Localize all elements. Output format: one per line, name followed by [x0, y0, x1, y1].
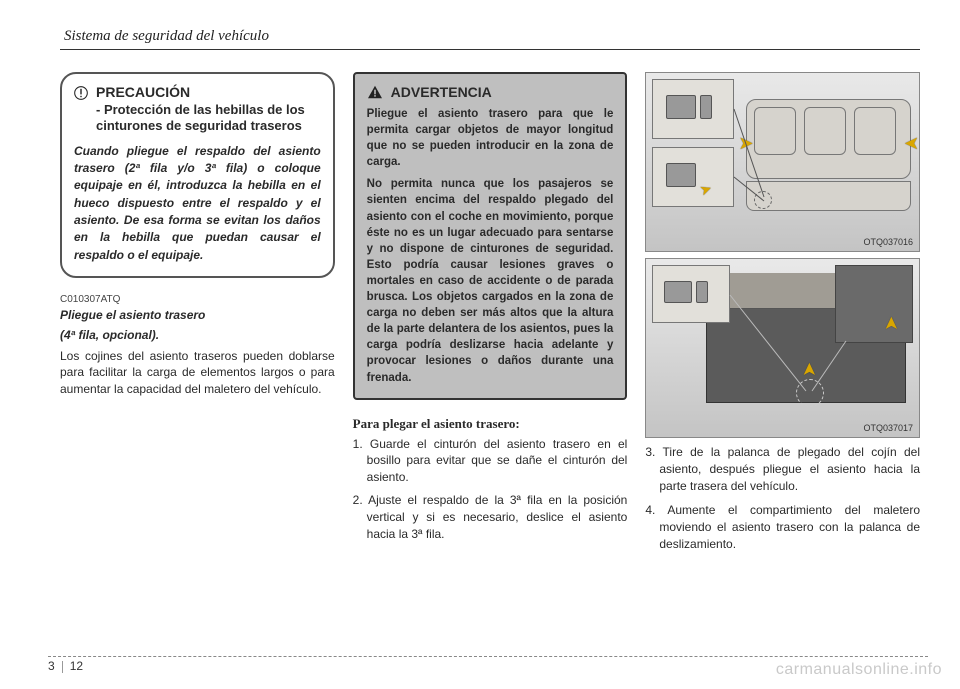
manual-page: Sistema de seguridad del vehículo PRECAU… — [0, 0, 960, 689]
page-number: 12 — [70, 659, 83, 673]
warning-icon — [367, 85, 383, 99]
steps-1-2: 1. Guarde el cinturón del asiento traser… — [353, 436, 628, 543]
steps-3-4: 3. Tire de la palanca de plegado del coj… — [645, 444, 920, 553]
column-3: ➤ ➤ ➤ OTQ037016 ➤ — [645, 72, 920, 561]
step-4: 4. Aumente el compartimiento del maleter… — [645, 502, 920, 552]
caution-icon — [74, 86, 88, 100]
step-1: 1. Guarde el cinturón del asiento traser… — [353, 436, 628, 486]
step-3: 3. Tire de la palanca de plegado del coj… — [645, 444, 920, 494]
header-title: Sistema de seguridad del vehículo — [64, 28, 920, 45]
step-2: 2. Ajuste el respaldo de la 3ª fila en l… — [353, 492, 628, 542]
diagram-1: ➤ ➤ ➤ OTQ037016 — [645, 72, 920, 252]
footer-separator — [62, 661, 63, 673]
caution-title-row: PRECAUCIÓN — [74, 84, 321, 100]
diagram-code: OTQ037017 — [863, 423, 913, 433]
content-columns: PRECAUCIÓN - Protección de las hebillas … — [60, 72, 920, 561]
subheading-2: (4ª fila, opcional). — [60, 327, 335, 343]
warning-box: ADVERTENCIA Pliegue el asiento trasero p… — [353, 72, 628, 400]
reference-code: C010307ATQ — [60, 294, 335, 305]
paragraph-1: Los cojines del asiento traseros pueden … — [60, 348, 335, 398]
section-heading: Para plegar el asiento trasero: — [353, 416, 628, 432]
warning-p1: Pliegue el asiento trasero para que le p… — [367, 106, 614, 170]
subheading-1: Pliegue el asiento trasero — [60, 307, 335, 323]
warning-title-row: ADVERTENCIA — [367, 84, 614, 100]
warning-title: ADVERTENCIA — [391, 84, 492, 100]
caution-body: Cuando pliegue el respaldo del asiento t… — [74, 143, 321, 265]
header: Sistema de seguridad del vehículo — [60, 28, 920, 50]
caution-subtitle: - Protección de las hebillas de los cint… — [96, 102, 321, 135]
column-2: ADVERTENCIA Pliegue el asiento trasero p… — [353, 72, 628, 548]
caution-box: PRECAUCIÓN - Protección de las hebillas … — [60, 72, 335, 278]
column-1: PRECAUCIÓN - Protección de las hebillas … — [60, 72, 335, 398]
watermark: carmanualsonline.info — [776, 661, 942, 679]
caution-title: PRECAUCIÓN — [96, 84, 190, 100]
diagram-code: OTQ037016 — [863, 237, 913, 247]
warning-body: Pliegue el asiento trasero para que le p… — [367, 106, 614, 386]
footer-divider — [48, 656, 928, 657]
warning-p2: No permita nunca que los pasajeros se si… — [367, 176, 614, 385]
diagram-2: ➤ ➤ OTQ037017 — [645, 258, 920, 438]
chapter-number: 3 — [48, 659, 55, 673]
